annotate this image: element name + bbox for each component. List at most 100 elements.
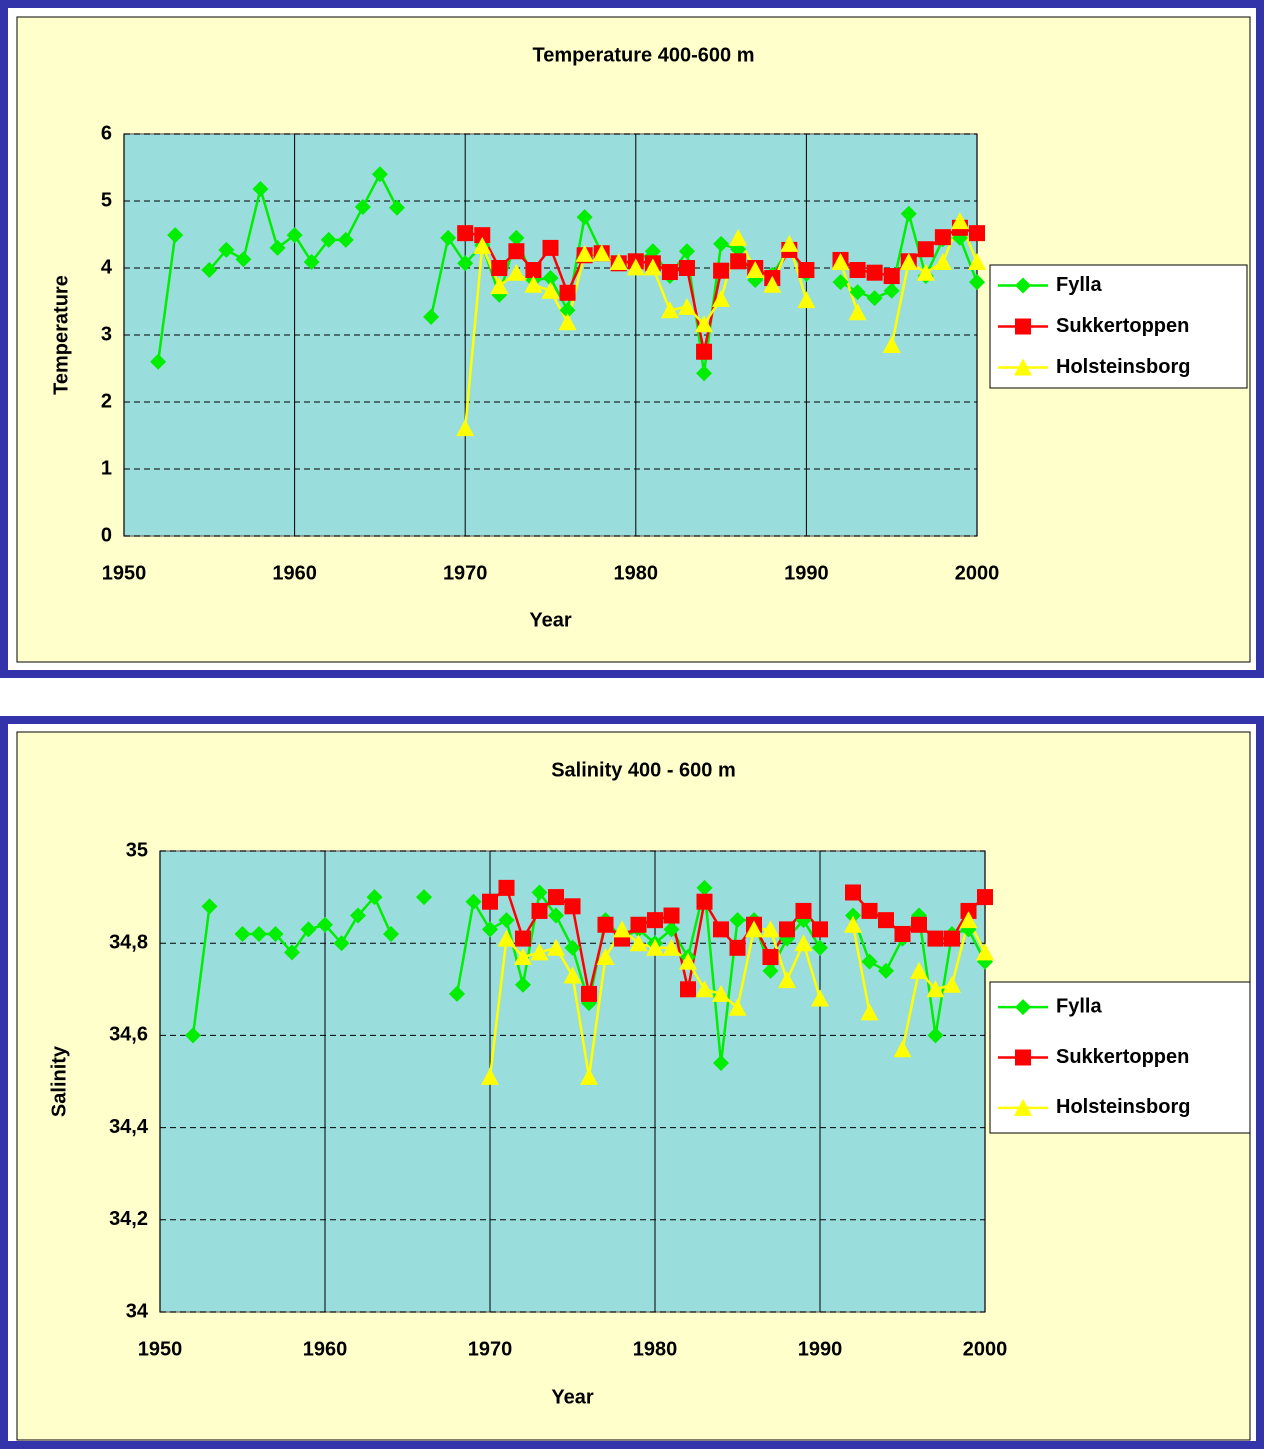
data-point (866, 290, 883, 307)
data-point (530, 943, 549, 961)
legend-marker (1015, 318, 1031, 335)
data-point (320, 231, 337, 248)
data-point (713, 1055, 729, 1072)
legend-marker (1014, 358, 1032, 376)
data-point (515, 976, 531, 993)
chart-frame (0, 716, 1264, 1449)
data-point (696, 893, 713, 910)
x-tick-label: 1950 (138, 1338, 183, 1360)
data-point (643, 258, 662, 276)
data-point (933, 252, 952, 270)
data-point (678, 260, 695, 276)
data-point (575, 244, 594, 262)
data-point (811, 989, 829, 1007)
data-point (878, 962, 894, 979)
data-point (883, 282, 900, 299)
x-tick-label: 1990 (798, 1338, 843, 1360)
y-axis-label: Salinity (48, 1045, 70, 1117)
data-point (832, 274, 849, 291)
data-point (440, 229, 457, 246)
data-point (917, 241, 934, 258)
legend-label: Holsteinsborg (1056, 1096, 1190, 1118)
data-point (542, 239, 559, 256)
data-point (762, 962, 779, 979)
data-point (712, 984, 730, 1002)
data-point (729, 939, 746, 956)
data-point (849, 262, 866, 279)
data-point (514, 948, 532, 966)
legend-marker (1015, 1049, 1031, 1066)
data-point (831, 252, 850, 270)
x-tick-label: 1950 (102, 562, 147, 584)
data-point (860, 1003, 879, 1021)
x-tick-label: 2000 (955, 562, 1000, 584)
data-point (388, 199, 405, 216)
data-point (491, 260, 508, 276)
data-point (900, 205, 917, 222)
data-point (507, 263, 526, 281)
data-point (592, 244, 611, 262)
data-point (531, 902, 548, 919)
data-point (580, 1067, 598, 1085)
data-point (745, 920, 763, 938)
data-point (677, 297, 696, 315)
legend-label: Sukkertoppen (1056, 315, 1189, 337)
x-tick-label: 1970 (443, 562, 488, 584)
data-point (976, 943, 994, 961)
x-axis-label: Year (529, 609, 571, 631)
data-point (794, 934, 813, 952)
data-point (866, 264, 883, 281)
data-point (730, 253, 747, 270)
data-point (969, 274, 985, 291)
y-tick-label: 3 (101, 323, 112, 345)
data-point (563, 966, 582, 984)
data-point (729, 228, 748, 246)
y-tick-label: 2 (101, 390, 112, 412)
data-point (663, 907, 680, 924)
data-point (713, 921, 729, 938)
data-point (644, 243, 661, 260)
data-point (490, 277, 509, 295)
chart-title: Temperature 400-600 m (533, 44, 755, 66)
data-point (474, 227, 491, 244)
data-point (812, 939, 828, 956)
data-point (678, 243, 695, 260)
data-point (457, 255, 474, 272)
x-axis-label: Year (551, 1386, 593, 1408)
data-point (559, 302, 576, 319)
data-point (630, 916, 647, 933)
data-point (944, 930, 960, 947)
x-tick-label: 1980 (633, 1338, 678, 1360)
data-point (762, 949, 779, 966)
data-point (524, 275, 543, 293)
data-point (300, 921, 317, 938)
data-point (746, 261, 765, 279)
legend-label: Sukkertoppen (1056, 1046, 1189, 1068)
data-point (383, 925, 399, 942)
data-point (696, 365, 713, 382)
data-point (696, 879, 713, 896)
y-tick-label: 34 (126, 1300, 149, 1322)
data-point (713, 262, 730, 279)
data-point (498, 879, 515, 896)
x-tick-label: 1970 (468, 1338, 513, 1360)
data-point (284, 944, 300, 961)
series-line (191, 887, 987, 1064)
data-point (371, 166, 388, 183)
data-point (977, 889, 993, 906)
data-point (959, 911, 978, 929)
data-point (779, 921, 795, 938)
legend-marker (1015, 277, 1031, 294)
data-point (882, 336, 901, 354)
legend-marker (1014, 1098, 1032, 1116)
data-point (848, 303, 867, 321)
data-point (581, 985, 597, 1002)
data-point (695, 980, 714, 998)
data-point (798, 262, 815, 279)
data-point (960, 902, 977, 919)
data-point (943, 975, 961, 993)
data-point (252, 180, 269, 197)
y-tick-label: 34,6 (109, 1024, 148, 1046)
data-point (267, 925, 284, 942)
data-point (695, 315, 714, 333)
